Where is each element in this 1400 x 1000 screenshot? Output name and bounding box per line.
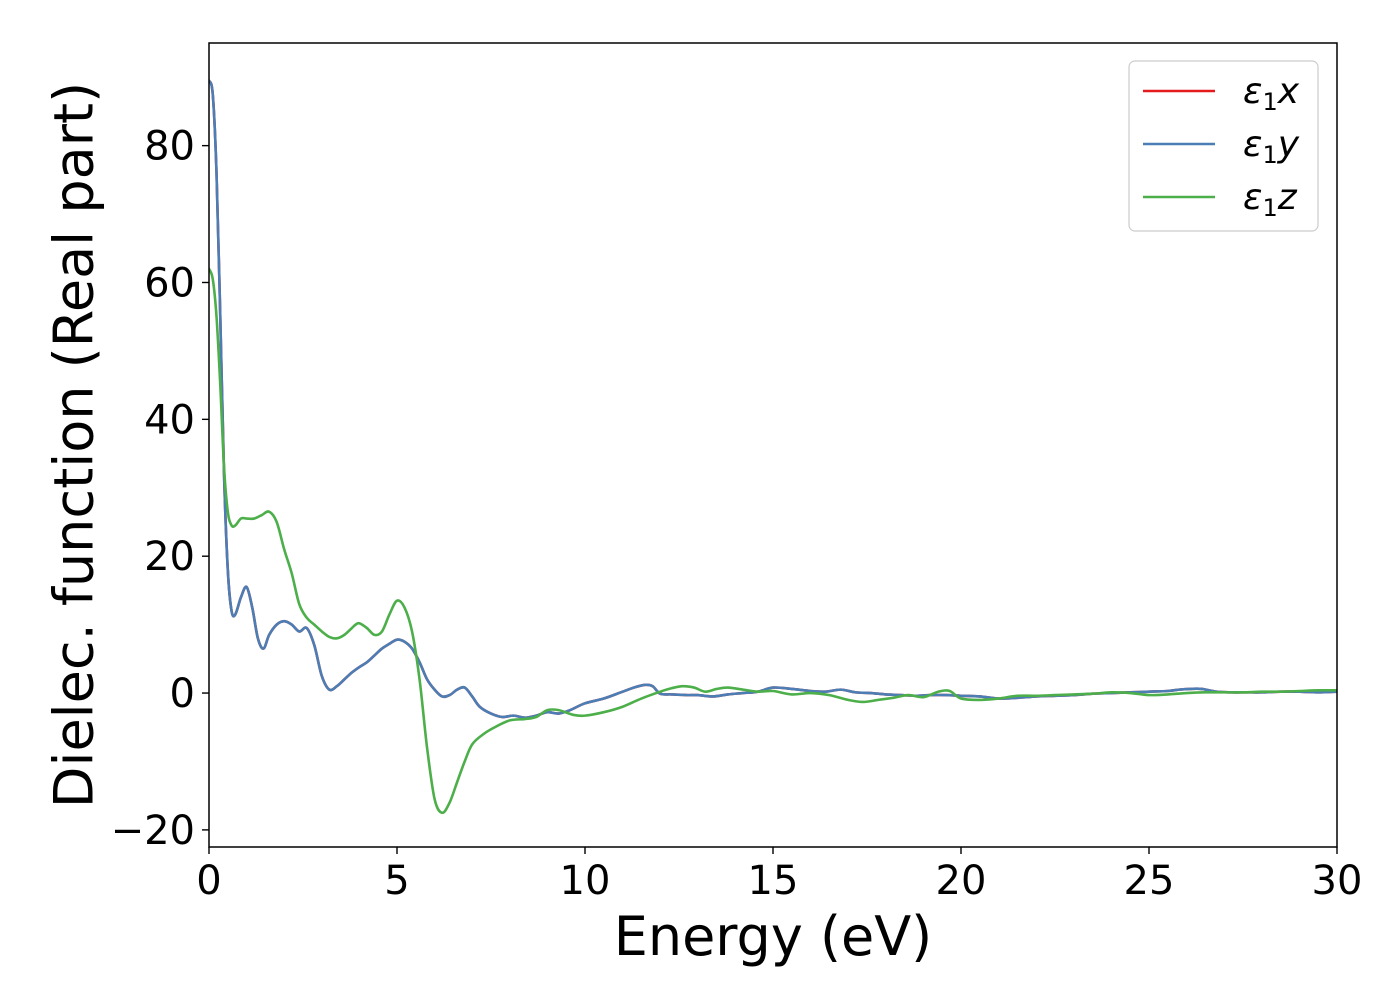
y-tick-label: 40 [144,397,195,443]
x-tick-label: 15 [748,858,799,904]
legend-label-z: ε1z [1243,177,1298,222]
x-axis-ticks: 0 5 10 15 20 25 30 [196,847,1362,904]
series-lines [209,79,1337,815]
legend-label-x: ε1x [1243,71,1300,116]
x-tick-label: 10 [560,858,611,904]
x-tick-label: 30 [1312,858,1363,904]
x-tick-label: 20 [936,858,987,904]
legend-label-y: ε1y [1243,124,1300,169]
y-tick-label: 60 [144,260,195,306]
x-tick-label: 0 [196,858,221,904]
series-line-z [209,267,1337,815]
y-axis-label: Dielec. function (Real part) [43,82,106,808]
legend: ε1x ε1y ε1z [1128,60,1319,232]
legend-items: ε1x ε1y ε1z [1143,71,1300,222]
x-tick-label: 5 [384,858,409,904]
x-axis-label: Energy (eV) [614,905,933,968]
y-tick-label: 20 [144,534,195,580]
legend-box [1128,60,1319,232]
y-tick-label: 0 [170,671,195,717]
y-axis-ticks: −20 0 20 40 60 80 [111,124,209,854]
y-tick-label: 80 [144,124,195,170]
x-tick-label: 25 [1124,858,1175,904]
y-tick-label: −20 [111,808,195,854]
